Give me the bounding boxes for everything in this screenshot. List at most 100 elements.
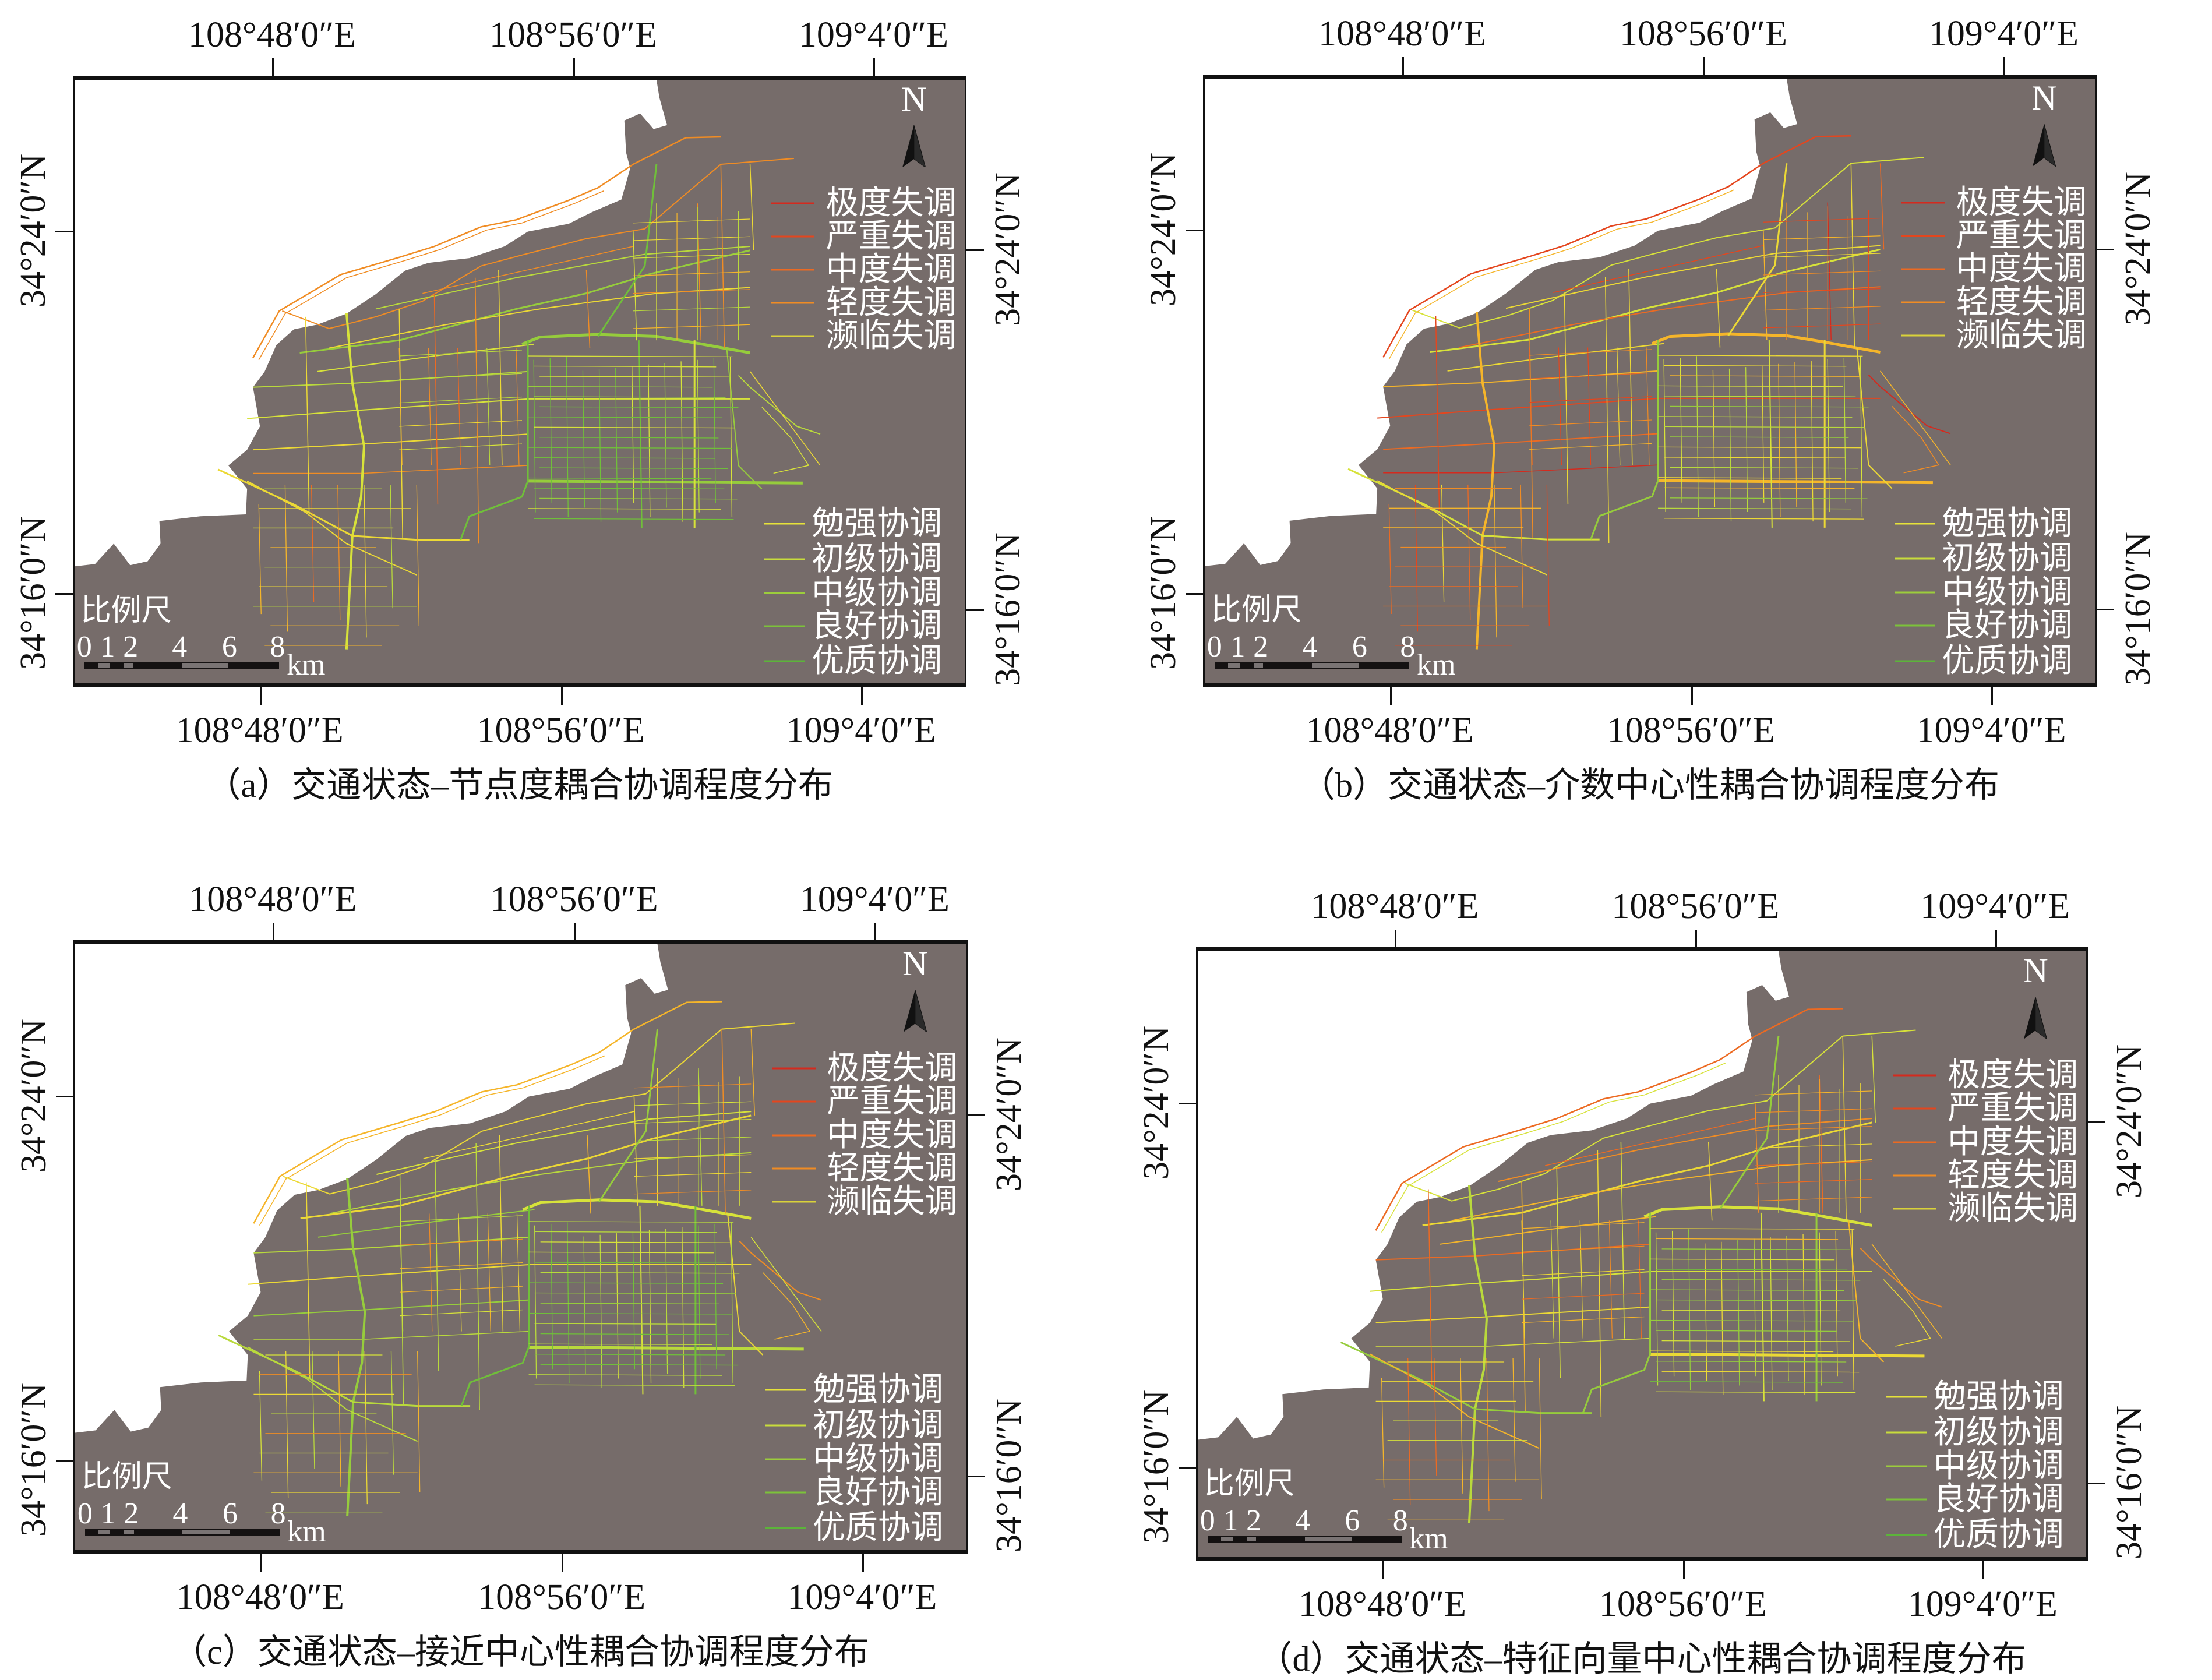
road-segment <box>1621 1142 1624 1339</box>
road-segment <box>1529 347 1532 465</box>
map-frame: N 极度失调 严重失调 中度失调 轻度失调 濒临失调 勉强协调 初级协调 中级协调 良好协调 优质协… <box>73 76 966 687</box>
road-segment <box>429 1213 432 1331</box>
road-segment <box>634 1137 751 1141</box>
legend-swatch-line <box>1895 591 1936 594</box>
road-segment <box>1405 1030 1916 1201</box>
road-segment <box>1656 1233 1658 1386</box>
road-network-map <box>1205 79 2095 683</box>
lon-label-bottom: 109°4′0″E <box>1907 1584 2058 1624</box>
road-segment <box>259 504 261 614</box>
scale-bar-unit: km <box>1417 648 1456 682</box>
scale-bar-segment <box>123 663 133 668</box>
legend-swatch-line <box>770 335 814 337</box>
lon-tick-top <box>1402 57 1405 75</box>
legend-label: 濒临失调 <box>1948 1191 2079 1227</box>
legend-label: 轻度失调 <box>825 285 957 322</box>
road-segment <box>731 1222 733 1383</box>
road-segment <box>1755 1144 1872 1148</box>
road-segment <box>1811 361 1813 521</box>
road-segment <box>1658 355 1862 356</box>
legend-swatch-line <box>1900 301 1945 303</box>
legend-swatch-line <box>1886 1534 1928 1536</box>
lat-label-left: 34°16′0″N <box>13 516 53 670</box>
legend-label: 初级协调 <box>813 1407 943 1443</box>
road-segment <box>528 386 712 387</box>
road-segment <box>1754 1238 1756 1376</box>
legend-label: 极度失调 <box>1956 184 2087 221</box>
legend-swatch-line <box>1900 268 1945 270</box>
road-segment <box>634 1173 751 1177</box>
road-segment <box>301 1116 752 1219</box>
road-segment <box>517 1213 520 1331</box>
road-segment <box>1803 1234 1805 1395</box>
road-segment <box>634 1155 751 1159</box>
road-segment <box>633 237 750 241</box>
road-segment <box>1662 1249 1851 1250</box>
scale-bar-segment <box>1246 1537 1257 1541</box>
road-segment <box>633 231 637 340</box>
road-segment <box>1868 375 1950 434</box>
road-segment <box>1609 1220 1612 1338</box>
scale-bar-tick-label: 4 <box>1302 630 1318 663</box>
scale-bar-tick-label: 8 <box>270 1497 286 1530</box>
legend-label: 勉强协调 <box>1933 1379 2064 1416</box>
road-segment <box>541 1242 730 1243</box>
road-segment <box>1629 269 1632 465</box>
lon-label-top: 108°48′0″E <box>189 880 357 919</box>
road-segment <box>1513 1358 1515 1481</box>
legend-swatch-line <box>765 1527 807 1529</box>
road-segment <box>1664 518 1864 519</box>
road-segment <box>499 1135 503 1332</box>
legend-label: 中级协调 <box>1942 574 2073 611</box>
road-segment <box>1852 1229 1854 1390</box>
road-segment <box>1844 358 1846 503</box>
road-segment <box>1430 249 1881 352</box>
road-segment <box>541 1334 729 1335</box>
road-segment <box>1591 340 1658 539</box>
road-segment <box>1755 1180 1872 1184</box>
legend-label: 濒临失调 <box>827 1184 958 1220</box>
road-segment <box>751 1029 754 1116</box>
scale-bar-tick-label: 1 <box>1230 630 1246 663</box>
lat-tick-right <box>966 609 984 611</box>
lon-label-top: 109°4′0″E <box>1928 14 2079 54</box>
legend-label: 严重失调 <box>1948 1090 2079 1127</box>
scale-bar-title: 比例尺 <box>80 594 172 627</box>
legend-swatch-line <box>1892 1174 1936 1177</box>
scale-bar <box>84 1528 280 1537</box>
scale-bar-tick-label: 8 <box>1400 630 1416 663</box>
road-segment <box>535 1293 736 1294</box>
road-network-map <box>75 80 965 683</box>
lat-tick-right <box>2088 1121 2105 1124</box>
lat-label-left: 34°24′0″N <box>1144 153 1183 307</box>
road-segment <box>535 1262 727 1263</box>
road-segment <box>516 348 519 465</box>
road-segment <box>390 485 393 608</box>
road-segment <box>1494 485 1497 637</box>
road-segment <box>535 1323 716 1324</box>
outside-area <box>75 80 667 567</box>
road-segment <box>584 1236 585 1374</box>
road-segment <box>523 1200 752 1219</box>
lon-label-bottom: 108°48′0″E <box>1306 711 1474 750</box>
road-segment <box>1819 1233 1821 1386</box>
legend-swatch-line <box>764 558 806 560</box>
road-segment <box>283 1023 795 1194</box>
road-segment <box>1721 1242 1723 1395</box>
road-segment <box>399 397 522 403</box>
road-segment <box>400 1286 523 1292</box>
road-segment <box>1763 218 1881 222</box>
legend-label: 中度失调 <box>1948 1124 2079 1160</box>
road-segment <box>1860 356 1862 517</box>
road-segment <box>259 1371 262 1481</box>
road-segment <box>1728 163 1787 336</box>
road-segment <box>640 1206 643 1395</box>
road-segment <box>461 1206 529 1406</box>
road-segment <box>1709 1142 1712 1221</box>
panel-caption: （b）交通状态–介数中心性耦合协调程度分布 <box>1300 766 1999 804</box>
road-segment <box>541 1364 739 1365</box>
north-label: N <box>902 944 928 983</box>
road-segment <box>1376 1339 1650 1346</box>
road-segment <box>1412 157 1924 328</box>
road-segment <box>634 1190 751 1194</box>
